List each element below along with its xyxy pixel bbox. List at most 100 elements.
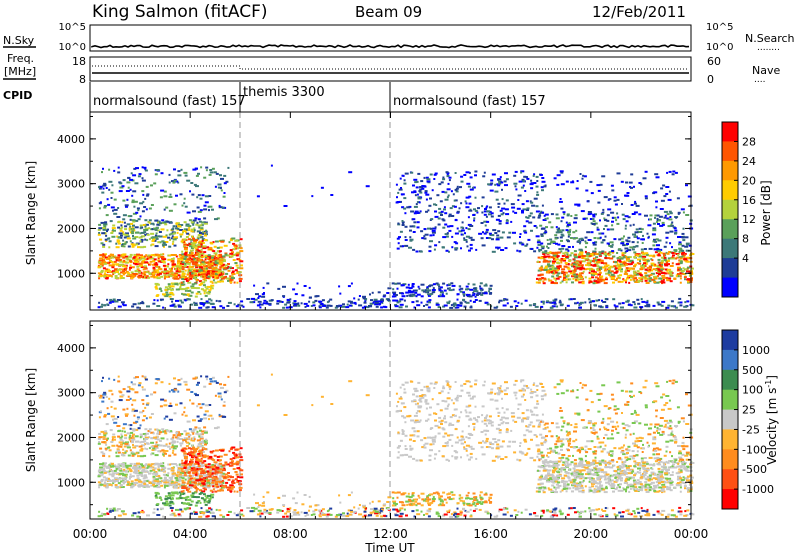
power-echo-cell	[644, 272, 647, 274]
power-echo-cell	[207, 271, 210, 273]
power-echo-cell	[548, 280, 552, 282]
power-echo-cell	[100, 275, 104, 277]
power-echo-cell	[410, 172, 413, 174]
power-echo-cell	[522, 203, 525, 205]
power-echo-cell	[174, 203, 177, 205]
velocity-echo-cell	[200, 407, 203, 409]
velocity-echo-cell	[174, 487, 178, 489]
power-echo-cell	[520, 233, 522, 235]
power-echo-cell	[637, 303, 640, 305]
power-echo-cell	[188, 263, 191, 265]
velocity-echo-cell	[144, 438, 148, 440]
power-echo-cell	[466, 286, 469, 288]
velocity-echo-cell	[121, 454, 124, 456]
power-echo-cell	[185, 175, 188, 177]
power-echo-cell	[510, 221, 512, 223]
power-echo-cell	[621, 181, 624, 183]
power-echo-cell	[426, 178, 430, 180]
power-echo-cell	[542, 281, 544, 283]
power-echo-cell	[154, 236, 158, 238]
power-echo-cell	[395, 294, 398, 296]
power-echo-cell	[200, 293, 202, 295]
power-echo-cell	[598, 190, 601, 192]
power-echo-cell	[402, 295, 406, 297]
power-echo-cell	[109, 240, 112, 242]
colorbar-swatch	[722, 219, 738, 239]
power-echo-cell	[195, 296, 198, 298]
power-echo-cell	[386, 292, 389, 294]
power-echo-cell	[223, 196, 226, 198]
power-echo-cell	[642, 238, 645, 240]
power-echo-cell	[160, 256, 164, 258]
power-echo-cell	[459, 207, 461, 209]
power-echo-cell	[632, 268, 635, 270]
power-echo-cell	[150, 233, 154, 235]
power-echo-cell	[237, 267, 240, 269]
power-echo-cell	[470, 300, 472, 302]
power-echo-cell	[129, 179, 133, 181]
power-echo-cell	[201, 222, 204, 224]
power-echo-cell	[593, 264, 596, 266]
velocity-echo-cell	[186, 442, 189, 444]
power-echo-cell	[595, 248, 597, 250]
power-echo-cell	[106, 214, 109, 216]
power-echo-cell	[416, 203, 418, 205]
noise-tick-right-bottom: 10^0	[706, 42, 733, 53]
power-echo-cell	[555, 238, 558, 240]
nsky-label: N.Sky	[3, 34, 35, 47]
power-echo-cell	[520, 172, 522, 174]
power-echo-cell	[613, 238, 616, 240]
velocity-echo-cell	[130, 463, 133, 465]
velocity-echo-cell	[108, 480, 111, 482]
power-echo-cell	[681, 253, 684, 255]
power-echo-cell	[637, 241, 639, 243]
power-echo-cell	[257, 195, 260, 197]
velocity-echo-cell	[192, 433, 194, 435]
power-echo-cell	[174, 245, 177, 247]
power-echo-cell	[625, 225, 627, 227]
power-echo-cell	[162, 293, 166, 295]
power-echo-cell	[580, 251, 584, 253]
power-echo-cell	[135, 226, 139, 228]
power-echo-cell	[647, 237, 649, 239]
power-echo-cell	[554, 259, 557, 261]
power-echo-cell	[653, 281, 656, 283]
power-echo-cell	[438, 286, 440, 288]
power-echo-cell	[417, 194, 419, 196]
power-echo-cell	[117, 171, 120, 173]
power-echo-cell	[683, 211, 685, 213]
power-echo-cell	[672, 254, 675, 256]
power-echo-cell	[561, 268, 565, 270]
power-echo-cell	[486, 216, 488, 218]
power-echo-cell	[172, 243, 174, 245]
power-echo-cell	[618, 238, 621, 240]
power-echo-cell	[687, 261, 690, 263]
velocity-echo-cell	[123, 423, 127, 425]
velocity-echo-cell	[124, 434, 127, 436]
power-echo-cell	[555, 252, 558, 254]
power-echo-cell	[414, 206, 418, 208]
power-echo-cell	[99, 207, 101, 209]
power-echo-cell	[193, 258, 195, 260]
power-echo-cell	[220, 187, 222, 189]
power-echo-cell	[498, 183, 501, 185]
power-echo-cell	[129, 228, 131, 230]
power-echo-cell	[668, 218, 672, 220]
velocity-echo-cell	[175, 432, 178, 434]
velocity-echo-cell	[168, 405, 172, 407]
power-echo-cell	[124, 222, 126, 224]
velocity-echo-cell	[105, 444, 107, 446]
power-echo-cell	[129, 229, 131, 231]
power-echo-cell	[611, 274, 613, 276]
power-echo-cell	[191, 260, 195, 262]
power-echo-cell	[653, 305, 656, 307]
power-echo-cell	[496, 238, 500, 240]
power-echo-cell	[230, 249, 233, 251]
power-echo-cell	[530, 183, 534, 185]
power-echo-cell	[645, 171, 648, 173]
power-echo-cell	[479, 300, 482, 302]
power-echo-cell	[127, 237, 131, 239]
power-echo-cell	[405, 226, 408, 228]
power-echo-cell	[102, 256, 104, 258]
power-echo-cell	[487, 303, 490, 305]
